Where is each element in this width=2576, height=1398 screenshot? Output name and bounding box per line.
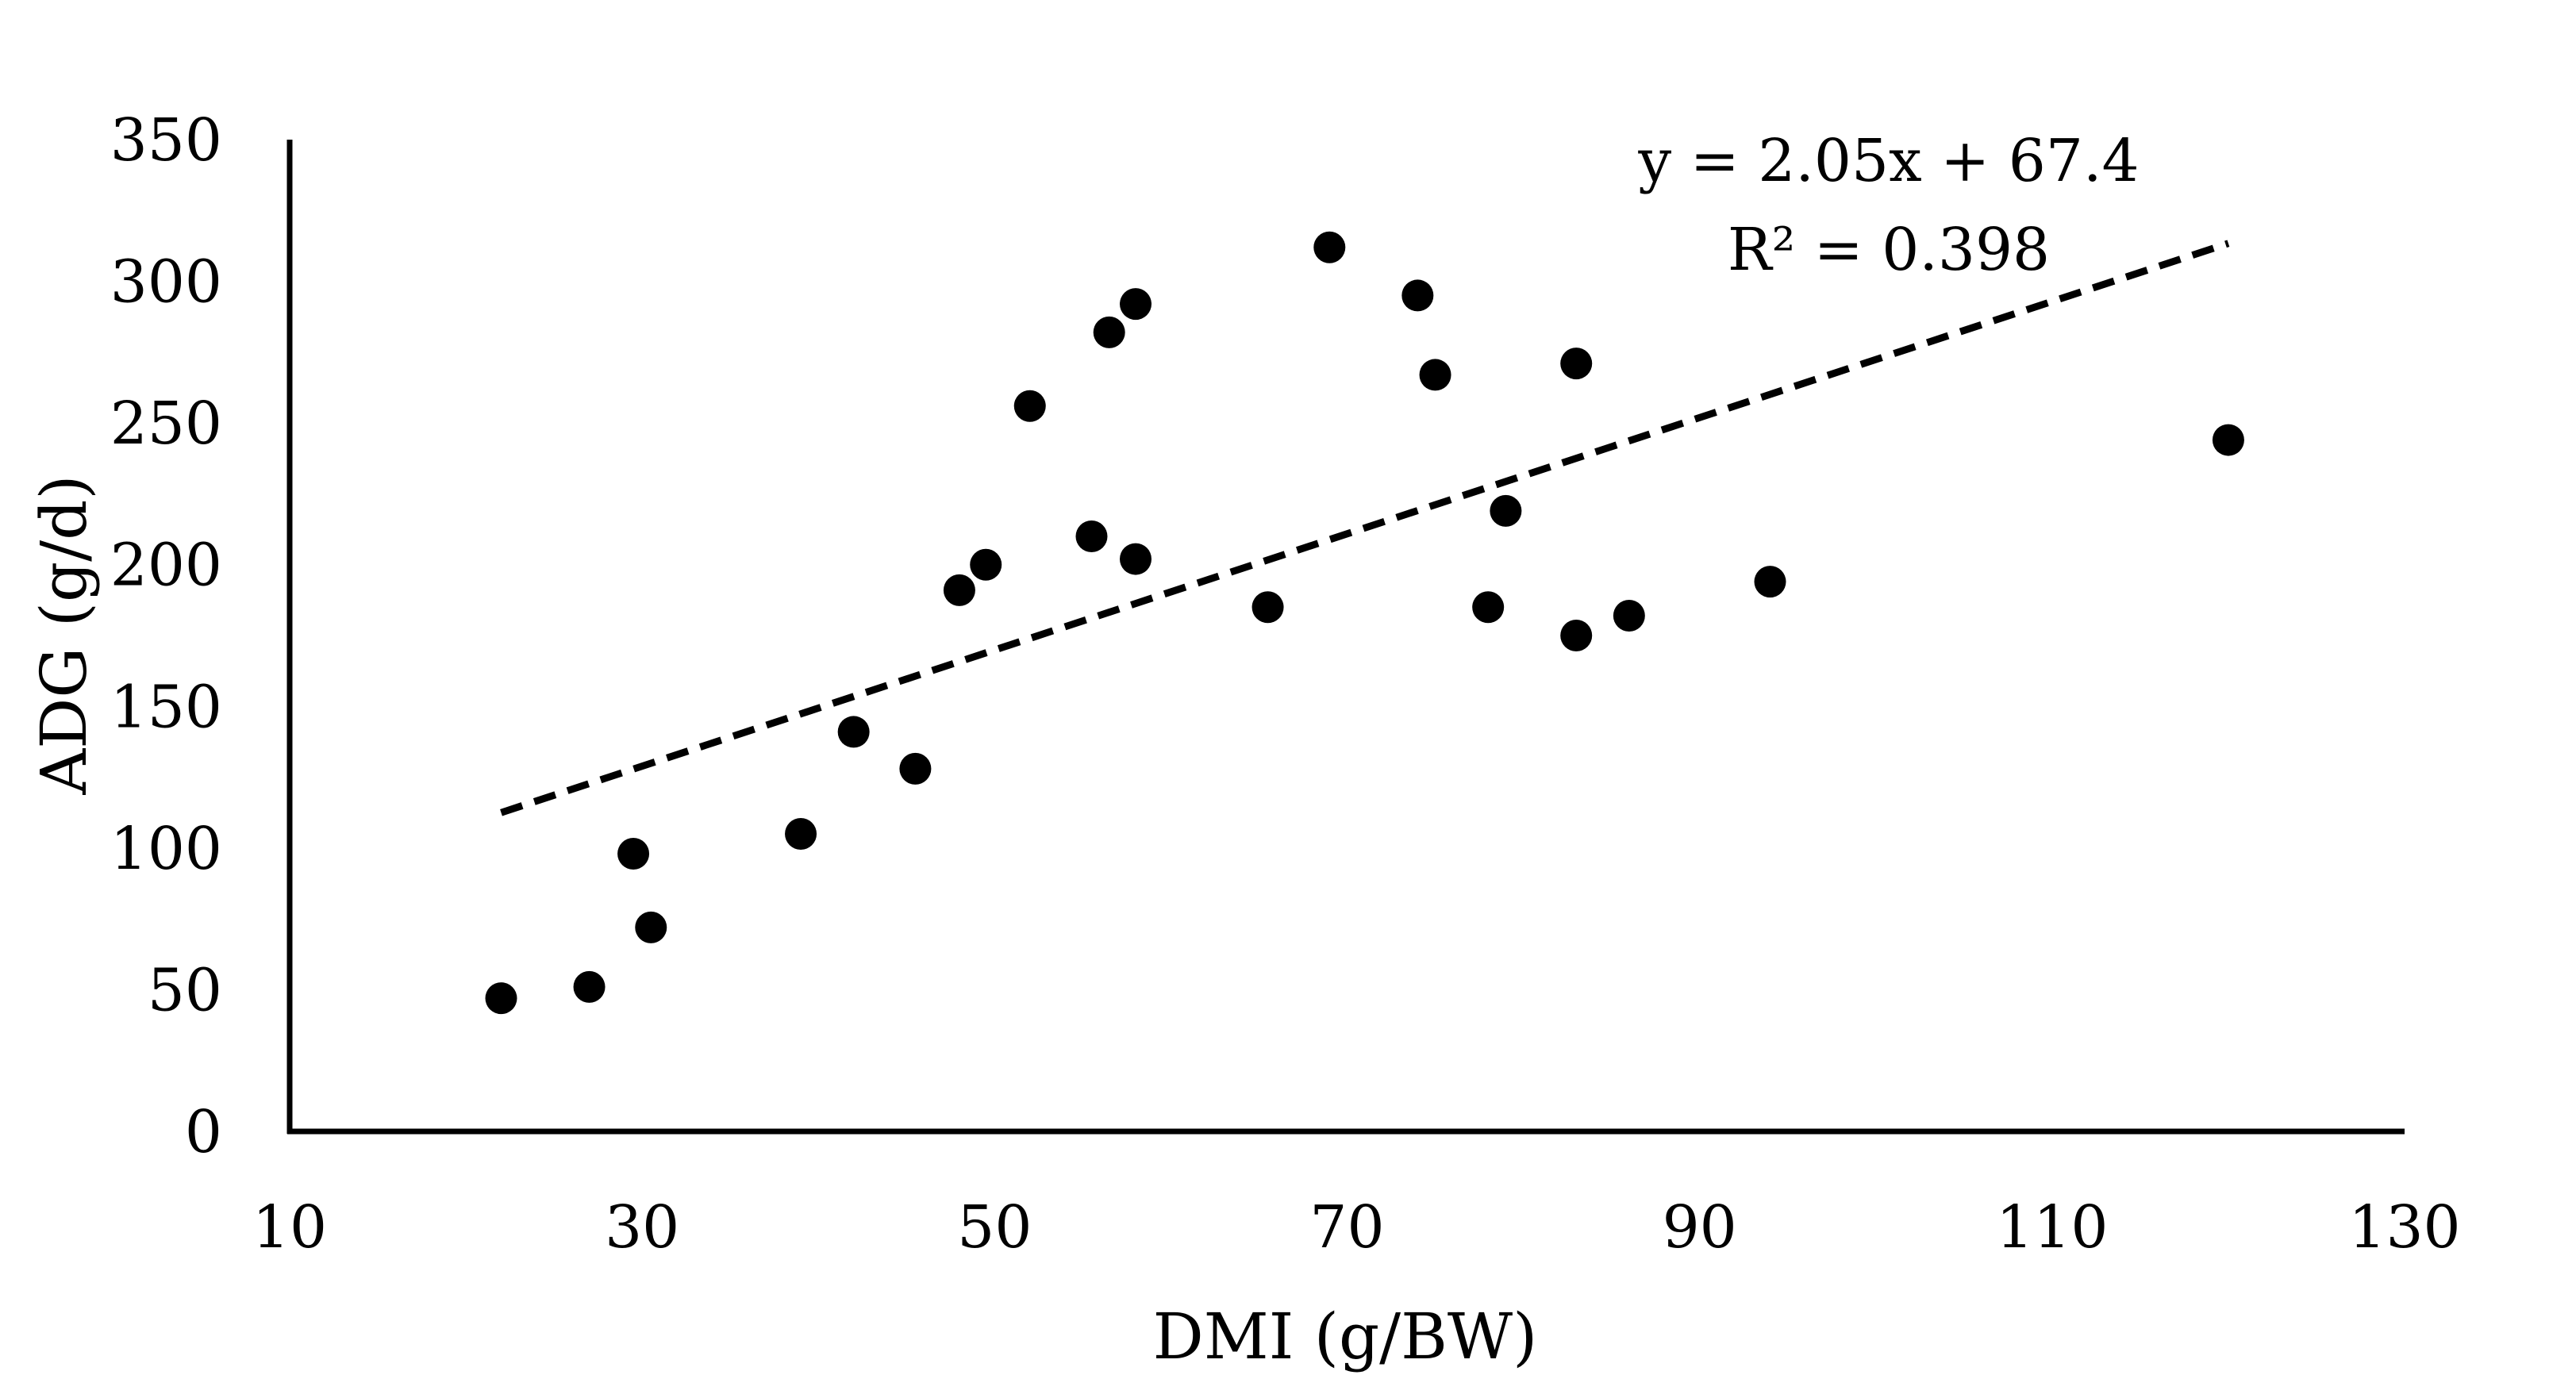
y-tick-label: 150 [110,673,222,741]
data-point [1120,543,1152,575]
data-point [899,752,932,785]
data-point [1419,359,1451,391]
y-tick-label: 0 [185,1098,222,1166]
y-tick-label: 250 [110,390,222,458]
x-tick-label: 50 [957,1193,1032,1262]
y-tick-label: 50 [148,956,222,1024]
x-tick-label: 130 [2348,1193,2460,1262]
data-point [970,548,1002,581]
data-point [485,982,517,1015]
y-axis-ticks: 0 50 100 150 200 250 300 350 [110,106,222,1166]
data-point [2212,424,2244,456]
y-tick-label: 100 [110,815,222,883]
x-tick-label: 10 [252,1193,327,1262]
x-tick-label: 90 [1663,1193,1737,1262]
data-point [617,838,650,870]
y-tick-label: 350 [110,106,222,175]
y-tick-label: 300 [110,248,222,317]
trendline-r-squared: R² = 0.398 [1728,216,2050,284]
data-point [1120,288,1152,321]
data-point [1613,600,1645,632]
trendline-equation: y = 2.05x + 67.4 [1637,127,2139,195]
data-point [573,970,606,1003]
x-tick-label: 30 [605,1193,679,1262]
data-point [1013,390,1046,422]
data-point [1401,279,1434,312]
data-point [1560,620,1593,651]
data-point [785,818,817,850]
data-point [837,716,870,748]
data-point [1472,591,1505,624]
data-point [1093,316,1125,348]
x-axis-ticks: 10 30 50 70 90 110 130 [252,1193,2461,1262]
y-axis-title: ADG (g/d) [27,474,101,795]
data-point [1560,348,1593,380]
plot-area [485,231,2244,1015]
trendline [500,240,2230,816]
x-tick-label: 70 [1309,1193,1384,1262]
data-point [1075,520,1108,552]
data-point [1490,494,1522,527]
data-point [943,574,975,606]
y-tick-label: 200 [110,532,222,600]
x-axis-title: DMI (g/BW) [1153,1300,1538,1373]
data-point [635,911,667,943]
data-point [1313,231,1346,263]
data-point [1754,566,1786,598]
data-point [1251,591,1284,624]
x-tick-label: 110 [1996,1193,2108,1262]
